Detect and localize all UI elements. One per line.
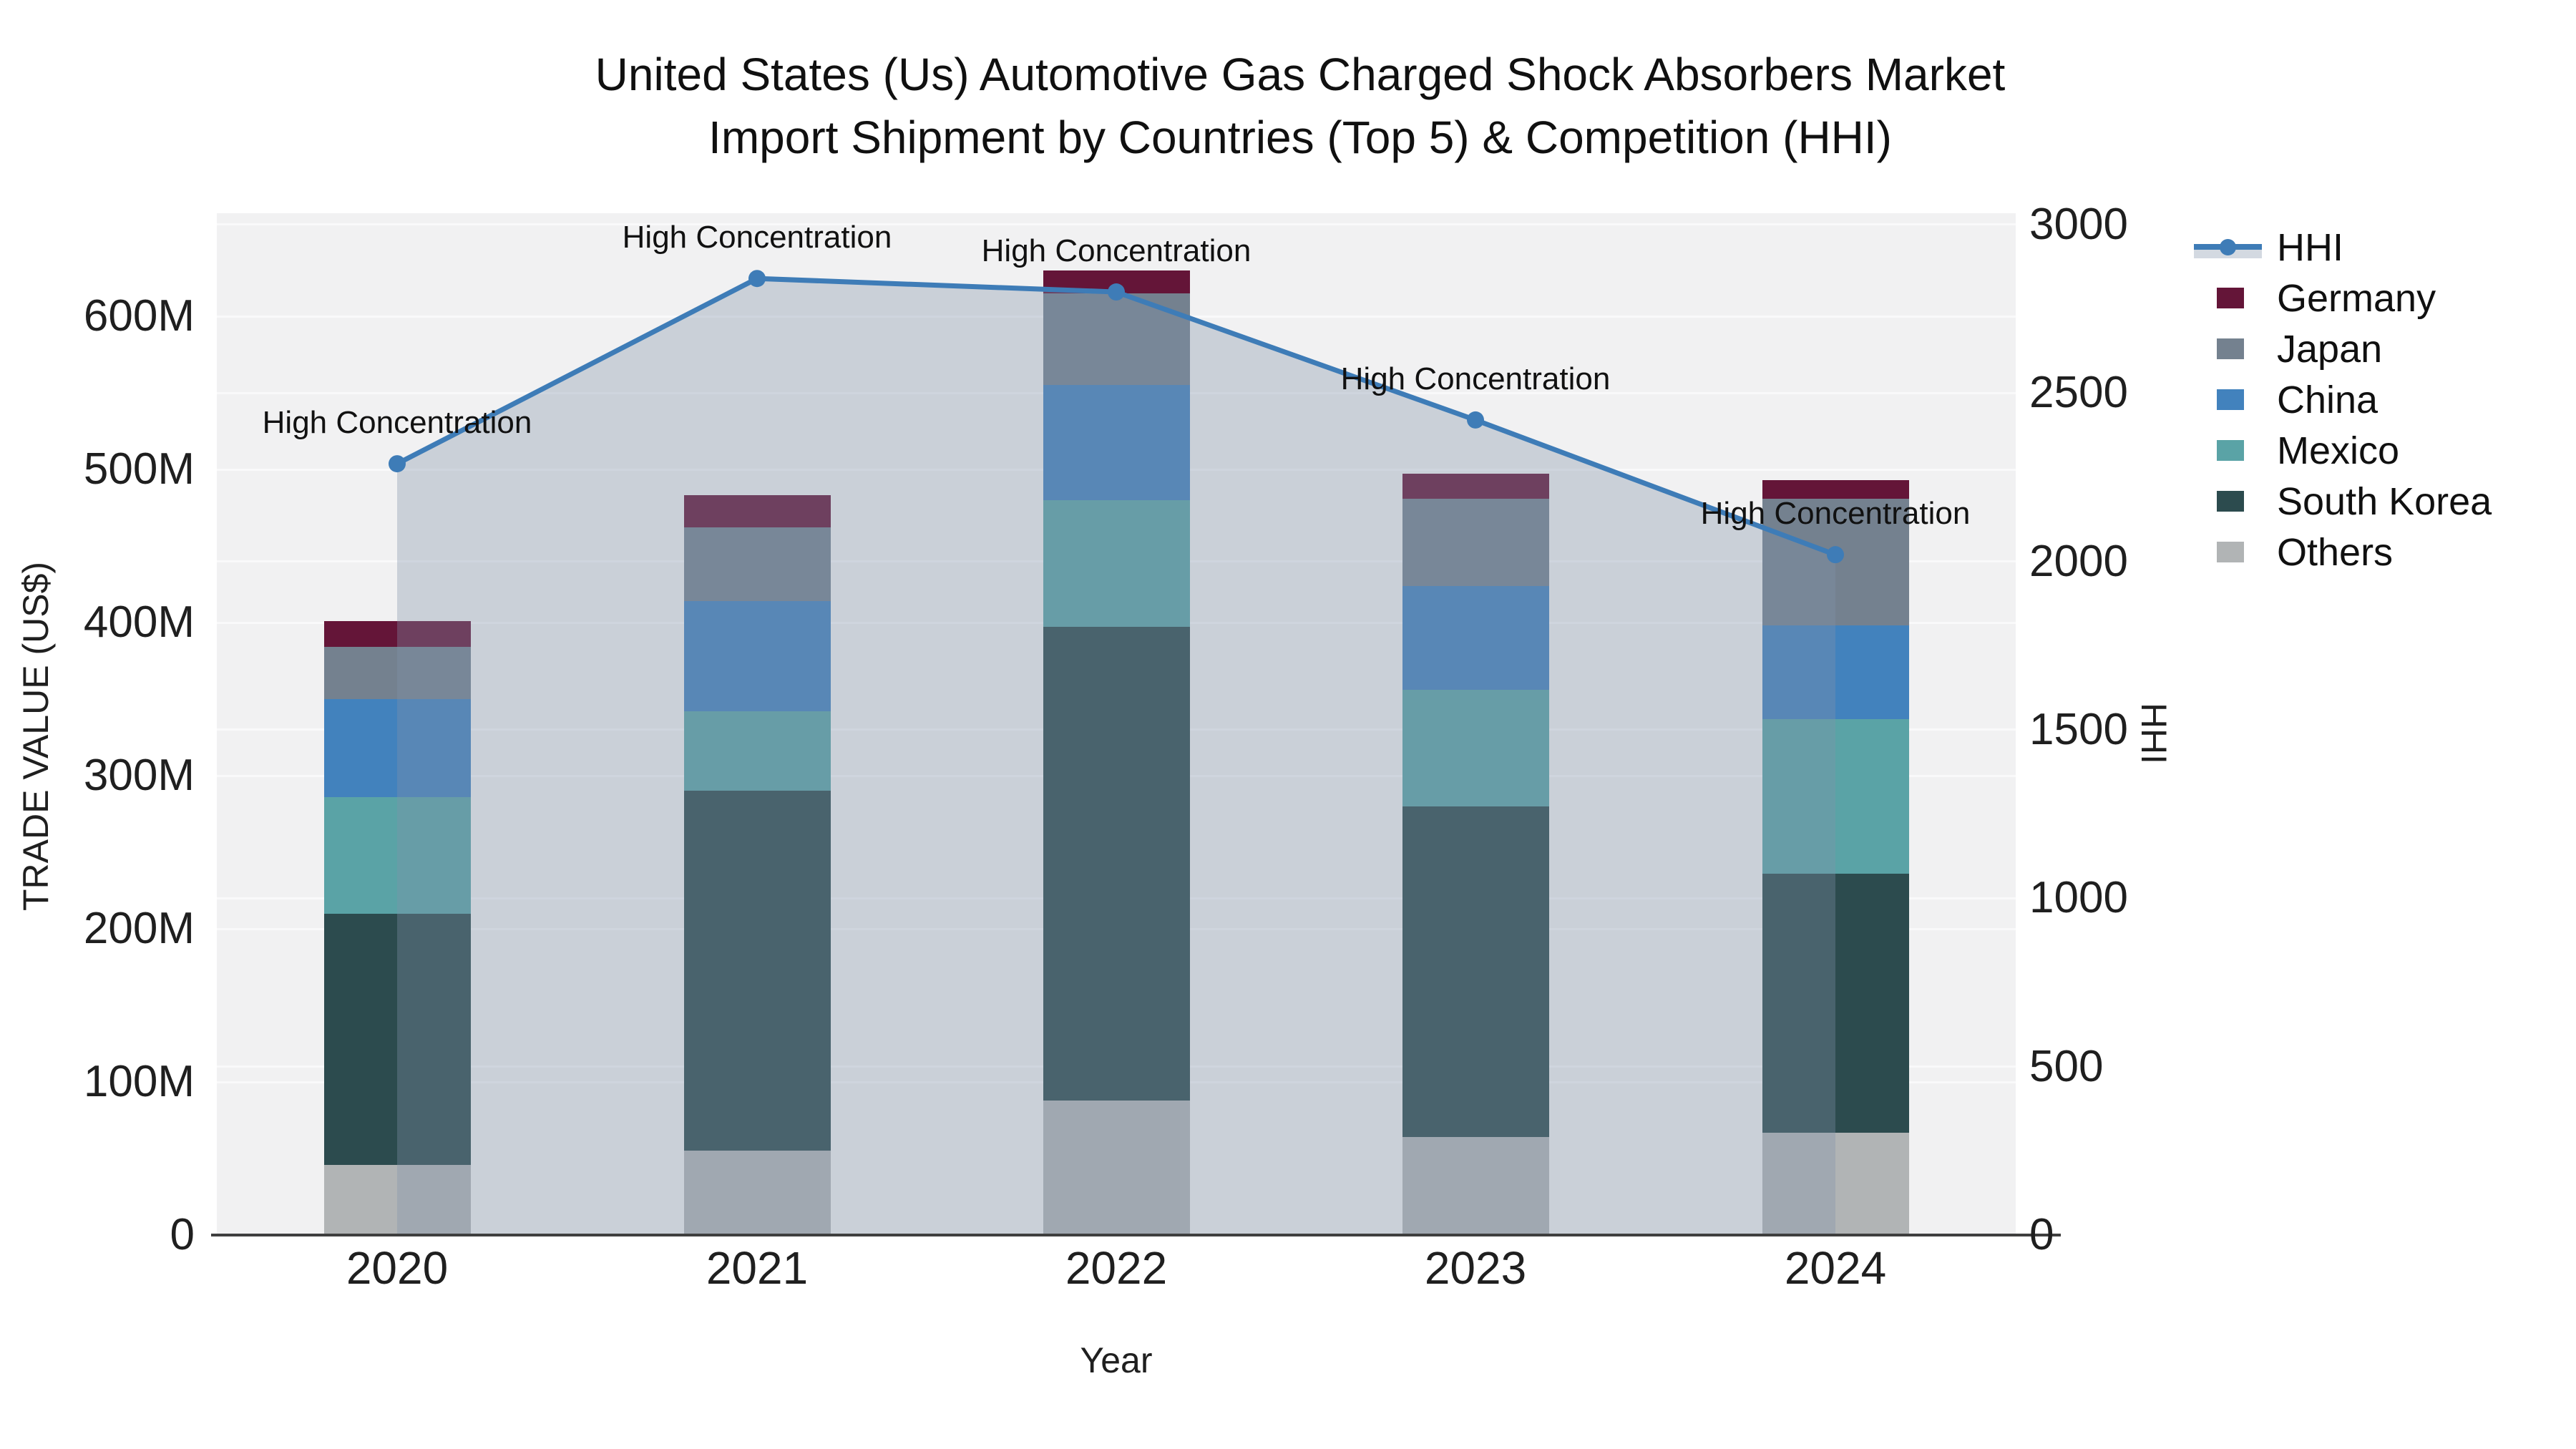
y-right-tick-500: 500 <box>2029 1041 2104 1091</box>
legend-label-others: Others <box>2277 530 2394 574</box>
legend-hhi-line-swatch <box>2194 235 2262 260</box>
bar-segment-south-korea-2021[interactable] <box>683 791 831 1151</box>
annotation-high-concentration-2022: High Concentration <box>981 233 1252 269</box>
bar-segment-china-2024[interactable] <box>1762 625 1909 719</box>
y-left-tick-500M: 500M <box>83 444 195 494</box>
annotation-high-concentration-2023: High Concentration <box>1340 361 1611 396</box>
bar-segment-china-2023[interactable] <box>1402 585 1549 691</box>
bar-segment-others-2020[interactable] <box>323 1164 471 1235</box>
bar-segment-south-korea-2022[interactable] <box>1043 627 1190 1101</box>
bar-segment-china-2020[interactable] <box>323 699 471 797</box>
bar-segment-mexico-2020[interactable] <box>323 796 471 914</box>
x-tick-2022: 2022 <box>1065 1242 1168 1294</box>
legend-item-china[interactable]: China <box>2194 374 2573 425</box>
bar-segment-mexico-2021[interactable] <box>683 711 831 791</box>
legend-swatch-china <box>2217 389 2244 410</box>
y-right-tick-2000: 2000 <box>2029 536 2128 586</box>
y-left-tick-400M: 400M <box>83 597 195 647</box>
gridline-right-axis <box>217 223 2016 226</box>
y-left-tick-600M: 600M <box>83 291 195 341</box>
y-left-tick-200M: 200M <box>83 904 195 953</box>
legend-swatch-japan <box>2217 338 2244 359</box>
legend-label-china: China <box>2277 378 2379 421</box>
legend-item-others[interactable]: Others <box>2194 527 2573 577</box>
legend-item-germany[interactable]: Germany <box>2194 273 2573 323</box>
chart-title-line2: Import Shipment by Countries (Top 5) & C… <box>708 112 1892 163</box>
legend-item-hhi[interactable]: HHI <box>2194 222 2573 273</box>
annotation-high-concentration-2020: High Concentration <box>262 405 532 441</box>
y-axis-title-left: TRADE VALUE (US$) <box>16 561 56 912</box>
bar-segment-japan-2022[interactable] <box>1043 293 1190 386</box>
y-right-tick-0: 0 <box>2029 1210 2054 1259</box>
bar-segment-mexico-2023[interactable] <box>1402 690 1549 806</box>
bar-segment-china-2022[interactable] <box>1043 385 1190 500</box>
bar-segment-germany-2022[interactable] <box>1043 270 1190 293</box>
legend-label-south-korea: South Korea <box>2277 479 2492 523</box>
legend-label-germany: Germany <box>2277 276 2436 320</box>
y-right-tick-1500: 1500 <box>2029 704 2128 754</box>
bar-segment-others-2023[interactable] <box>1402 1137 1549 1235</box>
bar-segment-germany-2021[interactable] <box>683 495 831 528</box>
y-right-tick-1000: 1000 <box>2029 873 2128 923</box>
bar-segment-south-korea-2020[interactable] <box>323 913 471 1165</box>
x-tick-2021: 2021 <box>706 1242 809 1294</box>
x-axis-line <box>211 1234 2061 1236</box>
legend-swatch-germany <box>2217 288 2244 308</box>
bar-segment-mexico-2022[interactable] <box>1043 499 1190 628</box>
bar-segment-others-2022[interactable] <box>1043 1100 1190 1235</box>
y-left-tick-0: 0 <box>170 1210 195 1259</box>
annotation-high-concentration-2024: High Concentration <box>1700 496 1971 532</box>
chart-title: United States (Us) Automotive Gas Charge… <box>215 43 2386 169</box>
bar-segment-japan-2021[interactable] <box>683 527 831 602</box>
annotation-high-concentration-2021: High Concentration <box>622 220 892 255</box>
chart-title-line1: United States (Us) Automotive Gas Charge… <box>595 49 2006 100</box>
y-axis-title-right: HHI <box>2134 702 2174 765</box>
legend-swatch-mexico <box>2217 440 2244 461</box>
bar-segment-south-korea-2024[interactable] <box>1762 873 1909 1133</box>
y-right-tick-2500: 2500 <box>2029 368 2128 418</box>
legend-swatch-south-korea <box>2217 491 2244 512</box>
bar-segment-germany-2020[interactable] <box>323 620 471 648</box>
legend-item-south-korea[interactable]: South Korea <box>2194 476 2573 527</box>
bar-segment-japan-2020[interactable] <box>323 647 471 699</box>
legend-label-mexico: Mexico <box>2277 429 2400 472</box>
bar-segment-others-2024[interactable] <box>1762 1132 1909 1235</box>
legend-item-japan[interactable]: Japan <box>2194 323 2573 374</box>
x-axis-title: Year <box>1080 1340 1153 1380</box>
bar-segment-china-2021[interactable] <box>683 601 831 712</box>
legend-item-mexico[interactable]: Mexico <box>2194 425 2573 476</box>
bar-segment-mexico-2024[interactable] <box>1762 718 1909 874</box>
legend-label-hhi: HHI <box>2277 225 2343 269</box>
y-right-tick-3000: 3000 <box>2029 199 2128 249</box>
bar-segment-japan-2023[interactable] <box>1402 498 1549 586</box>
legend-hhi-marker-dot <box>2220 238 2236 255</box>
legend-swatch-others <box>2217 542 2244 562</box>
x-tick-2020: 2020 <box>346 1242 449 1294</box>
bar-segment-germany-2023[interactable] <box>1402 474 1549 499</box>
legend-label-japan: Japan <box>2277 327 2383 371</box>
y-left-tick-300M: 300M <box>83 751 195 800</box>
y-left-tick-100M: 100M <box>83 1057 195 1106</box>
x-tick-2023: 2023 <box>1424 1242 1527 1294</box>
bar-segment-south-korea-2023[interactable] <box>1402 806 1549 1138</box>
bar-segment-others-2021[interactable] <box>683 1151 831 1235</box>
x-tick-2024: 2024 <box>1784 1242 1887 1294</box>
